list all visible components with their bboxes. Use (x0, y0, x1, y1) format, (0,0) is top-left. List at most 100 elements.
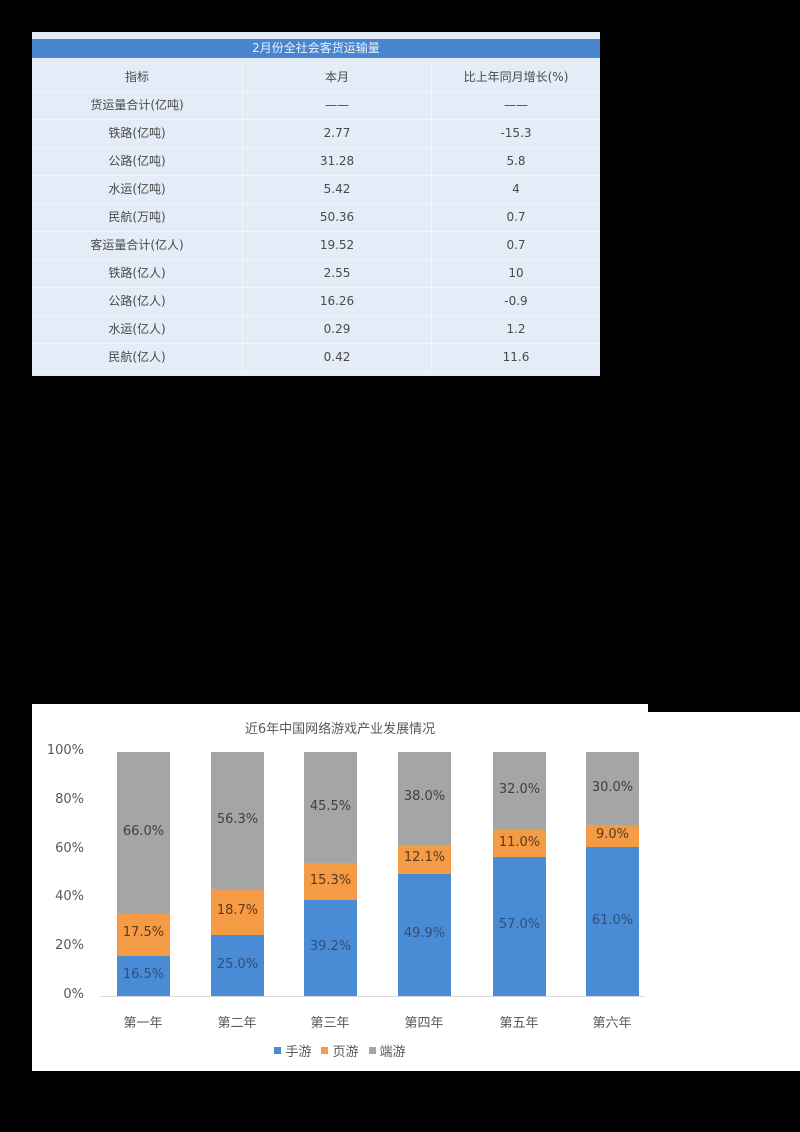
bar-segment-client: 32.0% (493, 752, 546, 831)
data-label: 15.3% (309, 872, 352, 888)
cell-indicator: 铁路(亿吨) (32, 120, 243, 148)
bar-segment-client: 66.0% (117, 752, 170, 914)
cell-this-month: 2.77 (243, 120, 432, 148)
cell-yoy-growth: -0.9 (504, 294, 528, 308)
table-header-row: 指标 本月 比上年同月增长(%) (32, 64, 600, 92)
cell-this-month: 31.28 (243, 148, 432, 176)
stacked-bar: 57.0% 11.0% 32.0% (493, 752, 546, 996)
legend-swatch-icon (321, 1047, 329, 1054)
stacked-bar: 25.0% 18.7% 56.3% (211, 752, 264, 996)
cell-yoy-growth: 0.7 (506, 238, 526, 252)
x-tick-label: 第五年 (499, 1016, 539, 1031)
stacked-bar: 39.2% 15.3% 45.5% (304, 752, 357, 996)
cell-indicator: 民航(亿人) (32, 344, 243, 372)
cell-this-month: 0.29 (243, 316, 432, 344)
table-row: 公路(亿人) 16.26 -0.9 (32, 288, 600, 316)
y-tick-label: 60% (55, 840, 84, 856)
data-label: 16.5% (122, 966, 165, 982)
data-label: 18.7% (216, 903, 259, 919)
bar-segment-mobile: 25.0% (211, 935, 264, 996)
stacked-bar: 61.0% 9.0% 30.0% (586, 752, 639, 996)
legend-swatch-icon (368, 1047, 376, 1054)
cell-yoy-growth: 5.8 (506, 154, 526, 168)
stacked-bar: 49.9% 12.1% 38.0% (398, 752, 451, 996)
cell-yoy-growth: 11.6 (502, 350, 530, 364)
data-label: 32.0% (498, 782, 541, 798)
cell-yoy-growth: 1.2 (506, 322, 526, 336)
cell-yoy-growth: -15.3 (500, 126, 532, 140)
table-row: 民航(万吨) 50.36 0.7 (32, 204, 600, 232)
table-row: 民航(亿人) 0.42 11.6 (32, 344, 600, 372)
cell-yoy-growth: 4 (512, 182, 520, 196)
legend-label: 手游 (285, 1045, 312, 1060)
cell-indicator: 民航(万吨) (32, 204, 243, 232)
cell-yoy-growth: 0.7 (506, 210, 526, 224)
bar-segment-mobile: 57.0% (493, 856, 546, 996)
legend-item: 端游 (368, 1041, 406, 1060)
chart-panel-extension (648, 712, 800, 1071)
x-tick-label: 第二年 (217, 1016, 257, 1031)
x-tick-label: 第一年 (123, 1016, 163, 1031)
cell-this-month: —— (243, 92, 432, 120)
x-tick-label: 第四年 (404, 1016, 444, 1031)
table-row: 客运量合计(亿人) 19.52 0.7 (32, 232, 600, 260)
transport-table: 2月份全社会客货运输量 指标 本月 比上年同月增长(%) 货运量合计(亿吨) —— —— 铁… (32, 32, 600, 376)
x-axis-line (100, 996, 645, 997)
cell-indicator: 客运量合计(亿人) (32, 232, 243, 260)
bar-segment-client: 56.3% (211, 752, 264, 890)
bar-segment-web: 17.5% (117, 913, 170, 956)
cell-this-month: 2.55 (243, 260, 432, 288)
y-tick-label: 100% (46, 743, 84, 758)
bar-segment-mobile: 61.0% (586, 847, 639, 996)
bar-segment-web: 18.7% (211, 889, 264, 935)
legend-label: 端游 (379, 1045, 406, 1060)
cell-indicator: 公路(亿吨) (32, 148, 243, 176)
bar-segment-client: 45.5% (304, 752, 357, 864)
cell-indicator: 公路(亿人) (32, 288, 243, 316)
legend-item: 手游 (274, 1041, 311, 1060)
cell-indicator: 水运(亿人) (32, 316, 243, 344)
chart-title: 近6年中国网络游戏产业发展情况 (244, 722, 436, 737)
data-label: 30.0% (591, 779, 634, 795)
bar-segment-web: 11.0% (493, 830, 546, 857)
data-label: 66.0% (122, 823, 165, 839)
cell-yoy-growth: 10 (508, 266, 524, 280)
table-row: 铁路(亿吨) 2.77 -15.3 (32, 120, 600, 148)
bar-segment-client: 30.0% (586, 752, 639, 826)
data-label: 56.3% (216, 811, 259, 827)
y-tick-label: 0% (63, 987, 84, 1002)
bar-segment-mobile: 49.9% (398, 874, 451, 996)
data-label: 9.0% (595, 827, 630, 843)
cell-this-month: 50.36 (243, 204, 432, 232)
data-label: 25.0% (216, 956, 259, 972)
legend-label: 页游 (332, 1045, 359, 1060)
cell-this-month: 16.26 (243, 288, 432, 316)
cell-this-month: 0.42 (243, 344, 432, 372)
cell-this-month: 5.42 (243, 176, 432, 204)
cell-indicator: 铁路(亿人) (32, 260, 243, 288)
legend-swatch-icon (274, 1047, 282, 1054)
table-row: 铁路(亿人) 2.55 10 (32, 260, 600, 288)
data-label: 12.1% (403, 850, 446, 866)
cell-yoy-growth: —— (504, 98, 528, 112)
header-yoy-growth: 比上年同月增长(%) (463, 70, 569, 84)
data-label: 45.5% (309, 798, 352, 814)
legend: 手游 页游 端游 (0, 1041, 680, 1060)
table-row: 水运(亿吨) 5.42 4 (32, 176, 600, 204)
bar-segment-web: 12.1% (398, 844, 451, 875)
header-indicator: 指标 (32, 64, 243, 92)
table-row: 公路(亿吨) 31.28 5.8 (32, 148, 600, 176)
data-label: 11.0% (498, 834, 541, 850)
bar-segment-web: 9.0% (586, 825, 639, 848)
y-tick-label: 20% (55, 938, 84, 954)
data-label: 38.0% (403, 789, 446, 805)
data-label: 49.9% (403, 926, 446, 942)
legend-item: 页游 (321, 1041, 359, 1060)
bar-segment-mobile: 39.2% (304, 900, 357, 996)
table-row: 水运(亿人) 0.29 1.2 (32, 316, 600, 344)
data-label: 39.2% (309, 939, 352, 955)
y-tick-label: 80% (55, 791, 84, 807)
header-this-month: 本月 (243, 64, 432, 92)
cell-indicator: 水运(亿吨) (32, 176, 243, 204)
data-label: 57.0% (498, 917, 541, 933)
